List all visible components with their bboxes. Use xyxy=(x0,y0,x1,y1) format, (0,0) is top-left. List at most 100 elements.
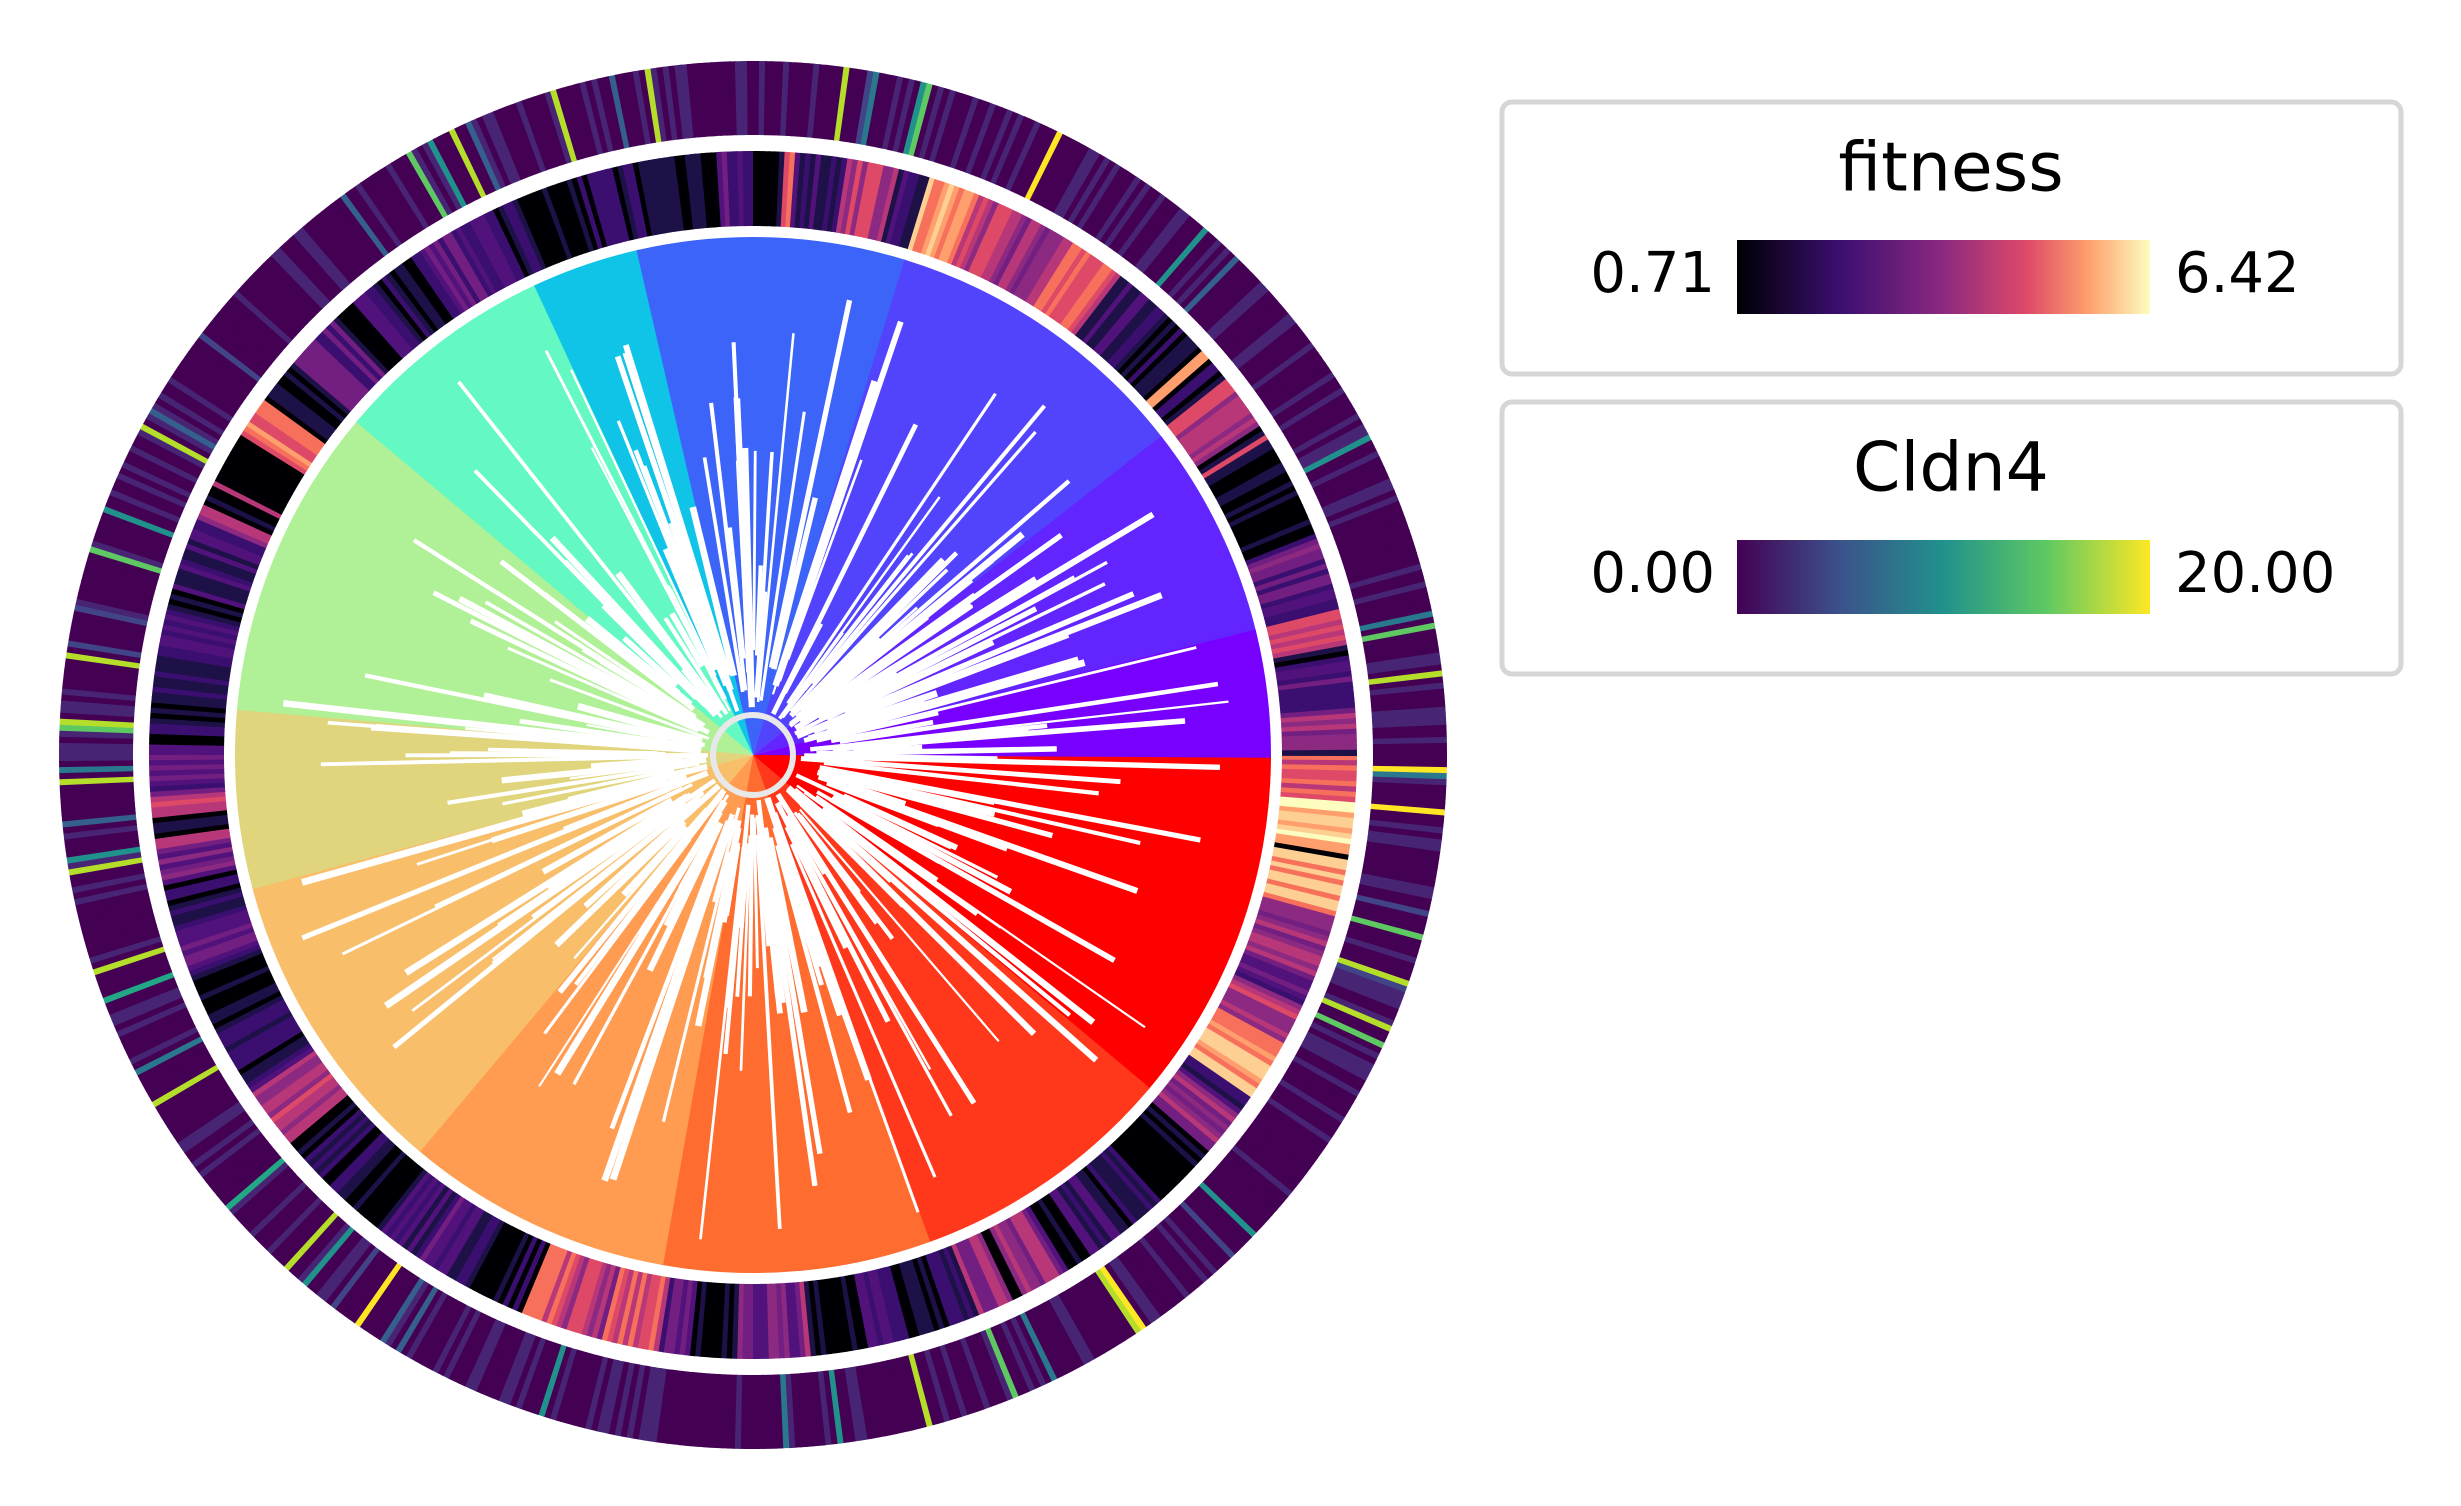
cldn4-cell xyxy=(265,1196,323,1255)
cldn4-cell xyxy=(1340,534,1414,565)
fitness-cell xyxy=(194,956,267,992)
cldn4-cell xyxy=(163,1082,231,1128)
cldn4-cell xyxy=(1371,787,1447,799)
fitness-cell xyxy=(798,1281,811,1357)
branch xyxy=(843,640,995,715)
fitness-cell xyxy=(1044,1193,1091,1260)
fitness-cell xyxy=(202,973,274,1011)
fitness-cell xyxy=(590,1264,617,1339)
fitness-cell xyxy=(388,1176,439,1241)
cldn4-cell xyxy=(1364,640,1439,660)
fitness-cell xyxy=(1208,1019,1277,1063)
fitness-cell xyxy=(1280,712,1356,724)
fitness-cell xyxy=(808,154,823,230)
fitness-cell xyxy=(1213,457,1282,500)
cldn4-cell xyxy=(822,1370,838,1445)
fitness-cell xyxy=(282,1087,345,1140)
cldn4-cell xyxy=(585,79,610,154)
cldn4-cell xyxy=(1331,506,1404,539)
cldn4-cell xyxy=(105,499,177,533)
cldn4-cell xyxy=(364,175,412,241)
cldn4-cell xyxy=(188,346,253,395)
cldn4-cell xyxy=(1155,227,1210,288)
fitness-cell xyxy=(1254,918,1328,948)
cldn4-cell xyxy=(514,1337,547,1410)
cldn4-cell xyxy=(436,1306,477,1377)
cldn4-cell xyxy=(865,72,887,147)
fitness-cell xyxy=(822,156,839,232)
cldn4-cell xyxy=(187,1114,252,1163)
cldn4-cell xyxy=(1302,1036,1372,1077)
cldn4-cell xyxy=(61,802,136,816)
fitness-cell xyxy=(1056,260,1105,325)
cldn4-cell xyxy=(901,1355,927,1429)
cldn4-cell xyxy=(1052,1294,1095,1363)
cldn4-cell xyxy=(1257,1110,1322,1159)
cldn4-cell xyxy=(537,1344,567,1417)
fitness-cell xyxy=(199,508,271,545)
fitness-cell xyxy=(1160,1087,1223,1141)
cldn4-cell xyxy=(245,276,305,333)
fitness-cell xyxy=(1032,1201,1078,1268)
cldn4-cell xyxy=(697,1373,710,1448)
fitness-cell xyxy=(487,1230,526,1301)
fitness-cell xyxy=(844,160,865,236)
branch xyxy=(777,805,844,934)
cldn4-cell xyxy=(1053,148,1096,216)
fitness-cell xyxy=(229,1018,298,1062)
cldn4-cell xyxy=(59,717,134,728)
fitness-cell xyxy=(862,164,885,239)
cldn4-cell xyxy=(1085,1274,1131,1341)
fitness-cell xyxy=(1271,634,1347,655)
branch xyxy=(554,799,728,1076)
cldn4-cell xyxy=(71,615,146,637)
fitness-cell xyxy=(1004,1217,1046,1287)
fitness-cell xyxy=(168,597,243,623)
fitness-cell xyxy=(1269,624,1345,646)
fitness-cell xyxy=(1020,1208,1065,1276)
fitness-cell xyxy=(1281,749,1357,757)
cldn4-cell xyxy=(1260,1106,1325,1155)
fitness-cell xyxy=(414,1193,462,1259)
cldn4-cell xyxy=(258,263,316,321)
fitness-cell xyxy=(1251,553,1325,584)
cldn4-cell xyxy=(229,294,290,349)
fitness-cell xyxy=(159,638,234,659)
fitness-cell xyxy=(397,1182,446,1247)
cldn4-cell xyxy=(607,1361,630,1436)
fitness-cell xyxy=(830,1277,848,1353)
cldn4-cell xyxy=(1004,1319,1041,1390)
fitness-cell xyxy=(959,199,995,271)
cldn4-cell xyxy=(1202,277,1262,333)
fitness-cell xyxy=(427,1200,473,1268)
cldn4-cell xyxy=(1362,628,1437,649)
fitness-cell xyxy=(150,786,226,798)
cldn4-cell xyxy=(1116,1253,1166,1318)
cldn4-cell xyxy=(1227,308,1290,362)
cldn4-cell xyxy=(59,759,134,768)
fitness-cell xyxy=(1274,655,1350,674)
fitness-cell xyxy=(441,1207,485,1276)
cldn4-cell xyxy=(70,621,145,643)
fitness-cell xyxy=(716,151,727,227)
fitness-cell xyxy=(1280,787,1356,799)
fitness-cell xyxy=(1243,528,1316,562)
cldn4-cell xyxy=(709,1373,721,1449)
branch xyxy=(830,719,934,744)
clade-wedge xyxy=(636,237,908,756)
cldn4-cell xyxy=(753,61,761,136)
cldn4-cell xyxy=(1113,190,1162,255)
cldn4-cell xyxy=(638,69,658,144)
fitness-cell xyxy=(474,216,514,286)
fitness-cell xyxy=(1139,1112,1199,1168)
fitness-cell xyxy=(924,1253,955,1327)
fitness-cell xyxy=(1017,231,1061,300)
branch xyxy=(519,718,703,750)
cldn4-cell xyxy=(1372,736,1447,746)
fitness-cell xyxy=(992,1224,1032,1294)
cldn4-cell xyxy=(880,1360,904,1435)
branch xyxy=(758,834,781,998)
branch xyxy=(772,380,878,687)
fitness-cell xyxy=(601,168,626,243)
fitness-cell xyxy=(1074,1171,1125,1235)
